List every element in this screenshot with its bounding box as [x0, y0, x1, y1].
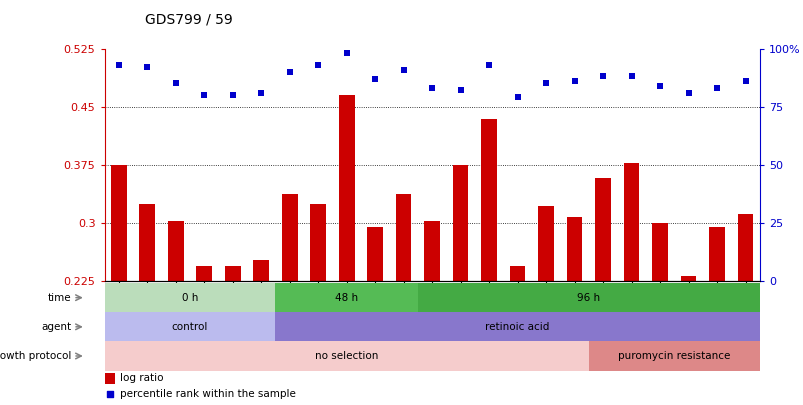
Bar: [253, 260, 269, 281]
Text: puromycin resistance: puromycin resistance: [618, 351, 730, 361]
Bar: [225, 266, 240, 281]
Text: agent: agent: [41, 322, 71, 332]
Text: no selection: no selection: [315, 351, 378, 361]
Text: 48 h: 48 h: [335, 293, 358, 303]
Point: [141, 64, 153, 70]
Bar: [737, 214, 752, 281]
Bar: [651, 223, 667, 281]
Bar: [594, 178, 610, 281]
Point: [539, 80, 552, 87]
Point: [371, 322, 384, 328]
Bar: [338, 95, 354, 281]
Bar: [566, 217, 581, 281]
Point: [340, 50, 353, 56]
Bar: [708, 227, 724, 281]
Point: [255, 90, 267, 96]
Point: [198, 92, 210, 98]
Bar: [680, 276, 695, 281]
Point: [312, 62, 324, 68]
Point: [653, 83, 666, 89]
Point: [625, 73, 638, 80]
Bar: [537, 206, 553, 281]
Point: [681, 90, 694, 96]
Bar: [395, 194, 411, 281]
Bar: [104, 283, 275, 312]
Text: control: control: [172, 322, 208, 332]
Bar: [282, 194, 297, 281]
Point: [369, 76, 381, 82]
Bar: [424, 221, 439, 281]
Point: [596, 73, 609, 80]
Bar: [104, 341, 588, 371]
Point: [226, 92, 238, 98]
Bar: [623, 162, 638, 281]
Bar: [418, 283, 759, 312]
Text: time: time: [47, 293, 71, 303]
Bar: [275, 312, 759, 341]
Text: percentile rank within the sample: percentile rank within the sample: [120, 389, 296, 399]
Bar: [509, 266, 525, 281]
Bar: [481, 119, 496, 281]
Bar: [275, 283, 418, 312]
Bar: [452, 165, 468, 281]
Text: GDS799 / 59: GDS799 / 59: [145, 12, 232, 26]
Text: growth protocol: growth protocol: [0, 351, 71, 361]
Text: log ratio: log ratio: [120, 373, 164, 384]
Point: [482, 62, 495, 68]
Point: [112, 62, 125, 68]
Bar: [588, 341, 759, 371]
Bar: [196, 266, 212, 281]
Bar: [139, 204, 155, 281]
Text: 96 h: 96 h: [577, 293, 600, 303]
Point: [511, 94, 524, 101]
Point: [738, 78, 751, 84]
Point: [568, 78, 581, 84]
Bar: [367, 227, 382, 281]
Point: [710, 85, 723, 92]
Point: [454, 87, 467, 94]
Bar: [310, 204, 326, 281]
Text: 0 h: 0 h: [181, 293, 198, 303]
Bar: [168, 222, 183, 281]
Point: [426, 85, 438, 92]
Point: [169, 80, 182, 87]
Bar: [104, 312, 275, 341]
Bar: [105, 373, 115, 384]
Text: retinoic acid: retinoic acid: [485, 322, 549, 332]
Bar: [111, 165, 126, 281]
Point: [283, 68, 296, 75]
Point: [397, 66, 410, 73]
